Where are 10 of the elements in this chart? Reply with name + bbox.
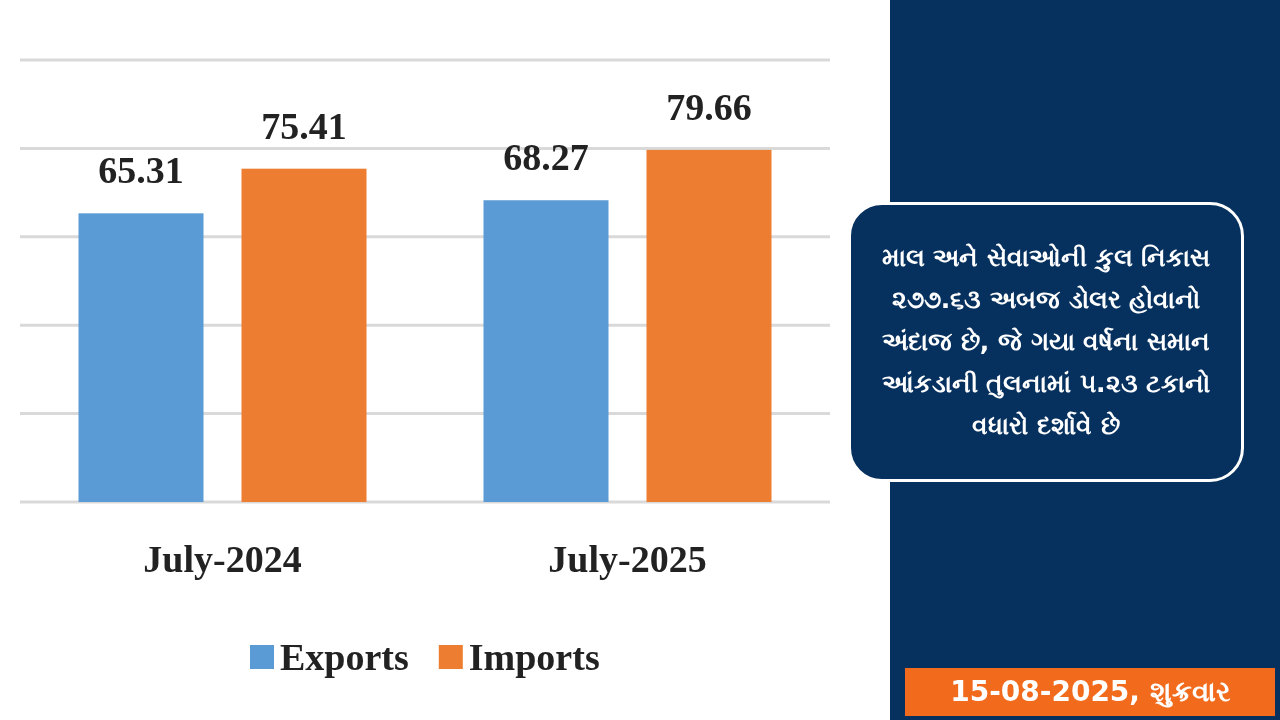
x-tick-label: July-2025 xyxy=(548,538,707,580)
data-label: 75.41 xyxy=(261,104,347,147)
legend-label: Imports xyxy=(468,636,600,678)
data-label: 79.66 xyxy=(666,85,752,128)
text: માલ અને સેવાઓની કુલ નિકાસ ૨૭૭.૬૩ અબજ ડોલર હોવાનો અંદાજ છે, જે ગયા વર્ષના સમાન આંકડાની તુલનામાં ૫.૨૩ ટકાનો વધારો દર્શાવે છે xyxy=(848,202,1244,482)
legend-label: Exports xyxy=(280,636,409,678)
data-label: 68.27 xyxy=(503,136,589,179)
text: 15-08-2025, શુક્રવાર xyxy=(905,668,1275,716)
data-label: 65.31 xyxy=(98,149,184,192)
x-tick-label: July-2024 xyxy=(143,538,302,580)
